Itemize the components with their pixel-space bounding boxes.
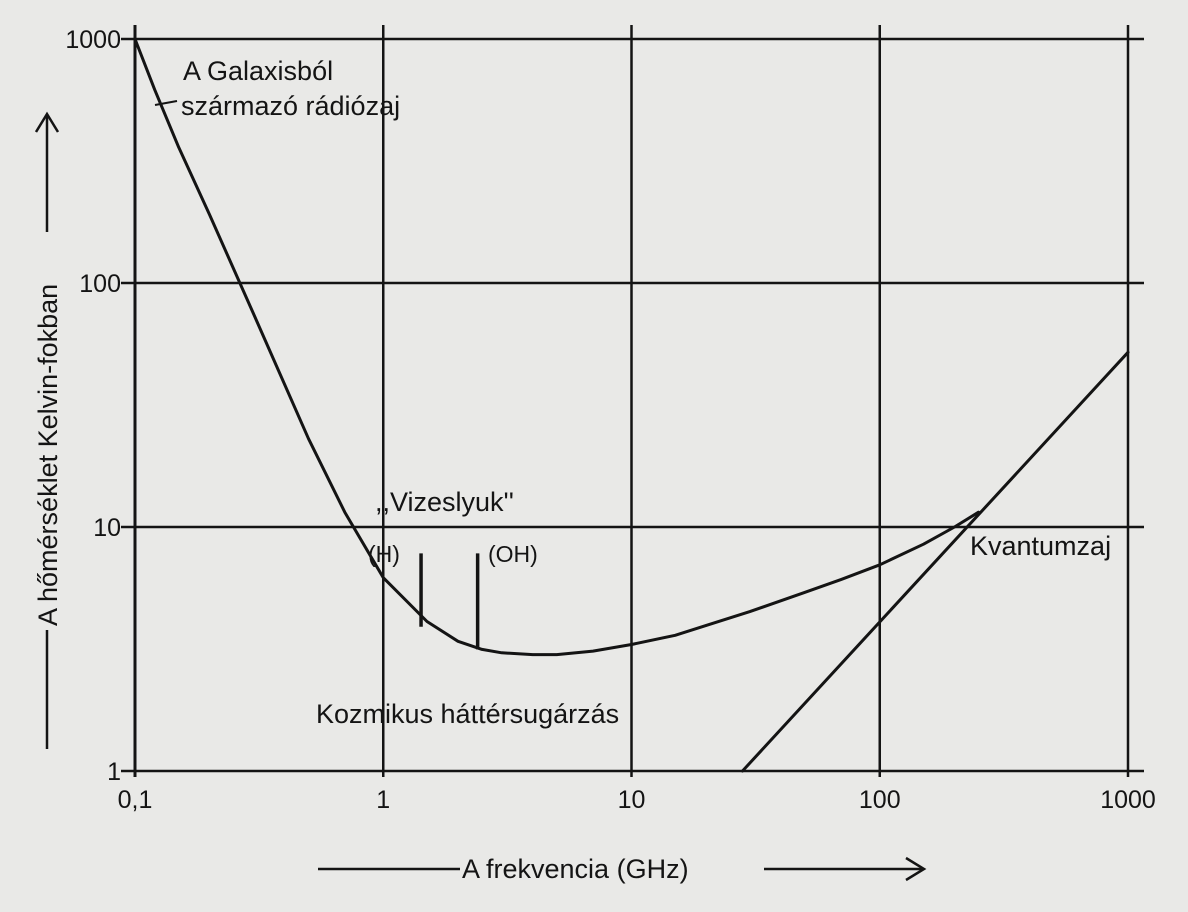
x-tick-label: 1000 — [1100, 786, 1156, 814]
x-axis-label: A frekvencia (GHz) — [462, 854, 689, 884]
x-axis-arrow-icon — [905, 856, 927, 882]
series-quantum-noise-line — [741, 350, 1130, 773]
series — [133, 37, 1130, 773]
y-axis-arrow-icon — [34, 111, 60, 133]
x-tick-label: 10 — [618, 786, 646, 814]
grid — [121, 25, 1144, 777]
annotation-galaxy-line2: származó rádiózaj — [181, 91, 400, 121]
annotation-quantum-noise: Kvantumzaj — [970, 531, 1111, 561]
y-tick-label: 10 — [93, 514, 121, 542]
spectral-line-markers — [419, 553, 480, 650]
y-tick-label: 100 — [79, 270, 121, 298]
series-sky-noise-curve — [133, 37, 980, 657]
annotation-cosmic-background: Kozmikus háttérsugárzás — [316, 699, 619, 729]
annotation-leader-line — [154, 100, 178, 106]
y-axis-label: A hőmérséklet Kelvin-fokban — [33, 284, 63, 626]
x-tick-label: 0,1 — [118, 786, 153, 814]
annotation-h: (H) — [368, 541, 400, 567]
x-tick-label: 1 — [376, 786, 390, 814]
y-tick-label: 1000 — [65, 26, 121, 54]
x-tick-label: 100 — [859, 786, 901, 814]
annotation-water-hole: ,,Vizeslyuk'' — [375, 487, 514, 517]
y-tick-label: 1 — [107, 758, 121, 786]
annotation-galaxy-line1: A Galaxisból — [183, 56, 333, 86]
annotation-oh: (OH) — [488, 541, 538, 567]
y-axis-label-group: A hőmérséklet Kelvin-fokban — [33, 111, 63, 749]
